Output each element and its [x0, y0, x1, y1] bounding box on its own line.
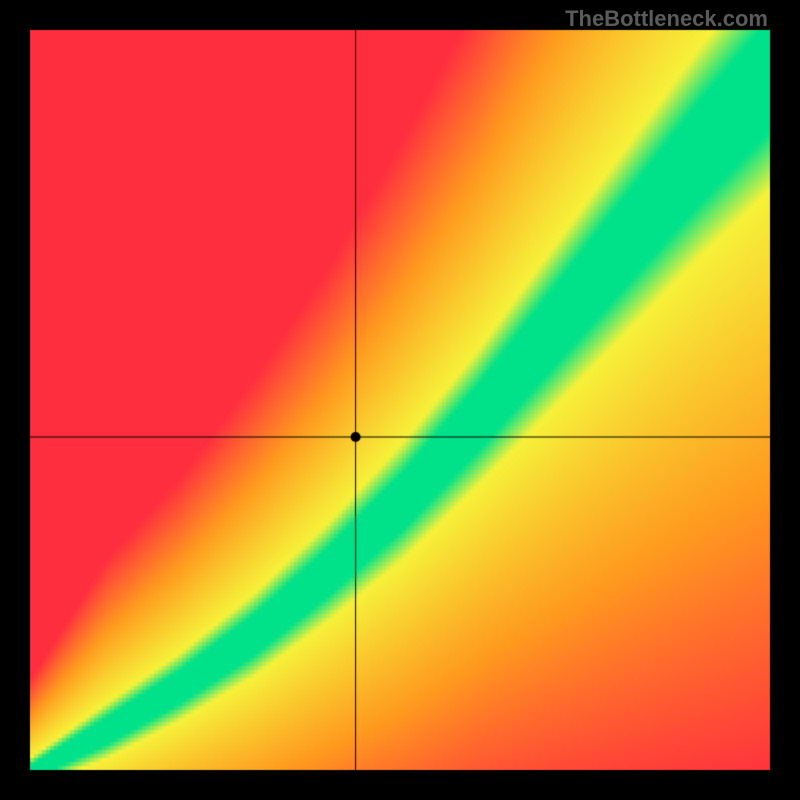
- heatmap-canvas: [0, 0, 800, 800]
- chart-container: TheBottleneck.com: [0, 0, 800, 800]
- attribution-label: TheBottleneck.com: [565, 6, 768, 32]
